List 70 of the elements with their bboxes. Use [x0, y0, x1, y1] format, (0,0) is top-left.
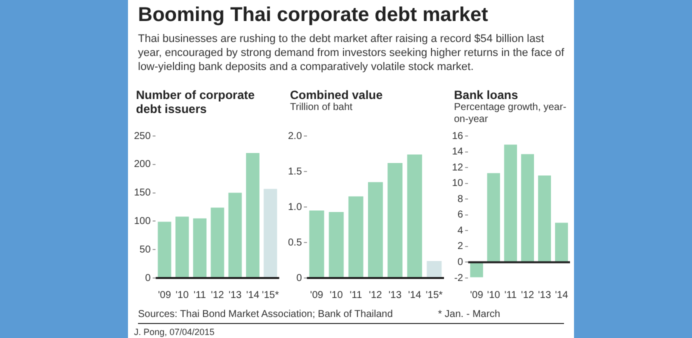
x-tick-label: '14: [408, 290, 422, 301]
y-tick-label: 10: [452, 178, 464, 190]
bar: [210, 208, 224, 278]
text: * Jan. - March: [438, 309, 500, 320]
x-tick-label: '09: [470, 290, 484, 301]
y-tick-label: 150: [134, 188, 152, 199]
bar: [487, 173, 500, 262]
x-tick-label: '12: [521, 290, 534, 301]
y-tick-label: 2.0: [288, 130, 302, 142]
chart-subtitle: Percentage growth, year-on-year: [454, 102, 568, 126]
x-tick-label: '11: [350, 290, 362, 301]
text: Thai businesses are rushing to the debt market after raising a record $54 billion last year, encouraged by strong demand from investors seeking higher returns in the face of low-yielding bank deposits and a comparatively volatile stock market.: [138, 32, 566, 74]
y-tick-label: 1.5: [288, 166, 302, 178]
y-tick-label: 100: [134, 216, 152, 227]
x-tick-label: '13: [228, 290, 242, 301]
text: J. Pong, 07/04/2015: [134, 327, 215, 337]
bar: [264, 188, 278, 278]
x-tick-label: '10: [330, 290, 344, 301]
x-tick-label: '13: [538, 290, 552, 301]
y-tick-label: 1.0: [288, 202, 302, 213]
y-tick-label: 0: [296, 272, 302, 284]
bar: [193, 218, 207, 278]
x-tick-label: '11: [194, 290, 206, 301]
y-tick-label: 200: [134, 159, 152, 170]
x-tick-label: '09: [158, 290, 172, 301]
x-tick-label: '10: [487, 290, 501, 301]
x-tick-label: '12: [210, 290, 224, 301]
bar: [407, 154, 422, 278]
x-tick-label: '15*: [426, 290, 443, 301]
bar: [388, 162, 402, 278]
text: Booming Thai corporate debt market: [138, 4, 488, 27]
bar: [228, 192, 242, 278]
x-tick-label: '11: [504, 290, 518, 301]
x-tick-label: '10: [176, 290, 190, 301]
bar: [246, 153, 260, 278]
bar: [504, 144, 518, 262]
bar: [538, 175, 551, 262]
bar: [158, 222, 172, 278]
bar: [328, 212, 344, 278]
source-note: Sources: Thai Bond Market Association; Bank of Thailand: [138, 309, 393, 320]
y-tick-label: 8: [458, 194, 464, 205]
chart-title: Bank loans: [454, 88, 518, 102]
x-tick-label: '14: [246, 290, 260, 301]
bar: [555, 222, 568, 262]
chart-subtitle: Trillion of baht: [290, 102, 354, 114]
x-tick-label: '09: [310, 290, 324, 301]
y-tick-label: 0.5: [288, 237, 302, 248]
x-tick-label: '12: [368, 290, 382, 301]
x-tick-label: '13: [388, 290, 402, 301]
chart-title: Number of corporate debt issuers: [135, 88, 256, 118]
y-tick-label: 16: [452, 130, 464, 142]
y-tick-label: -2: [454, 272, 464, 284]
bar: [470, 262, 484, 278]
y-tick-label: 250: [134, 130, 152, 142]
y-tick-label: 4: [458, 225, 464, 236]
y-tick-label: 0: [145, 272, 152, 284]
y-tick-label: 0: [458, 256, 464, 268]
bar: [368, 182, 383, 278]
x-tick-label: '15*: [262, 290, 279, 301]
x-tick-label: '14: [554, 290, 568, 301]
y-tick-label: 50: [140, 244, 152, 256]
y-tick-label: 6: [458, 210, 464, 221]
bar: [521, 154, 534, 262]
bar: [348, 196, 364, 278]
bar: [175, 216, 189, 278]
y-tick-label: 14: [452, 146, 464, 158]
bar: [309, 210, 324, 278]
y-tick-label: 2: [458, 241, 464, 252]
bar: [426, 260, 442, 278]
y-tick-label: 12: [452, 162, 464, 174]
